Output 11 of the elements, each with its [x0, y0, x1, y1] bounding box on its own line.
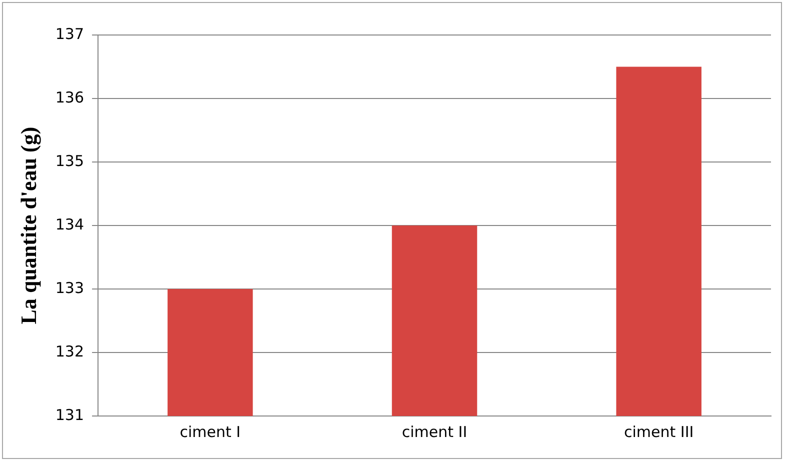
x-tick-label: ciment I: [180, 422, 241, 441]
x-tick-label: ciment III: [624, 422, 694, 441]
y-tick-label: 136: [55, 88, 84, 106]
y-tick-label: 133: [55, 278, 84, 297]
y-tick-label: 135: [55, 152, 84, 170]
y-tick-label: 137: [55, 24, 84, 43]
y-tick-label: 132: [55, 342, 84, 360]
x-tick-label: ciment II: [402, 422, 468, 441]
y-axis-title: La quantite d'eau (g): [16, 126, 41, 324]
y-tick-label: 134: [55, 215, 84, 234]
y-tick-label: 131: [55, 406, 84, 424]
